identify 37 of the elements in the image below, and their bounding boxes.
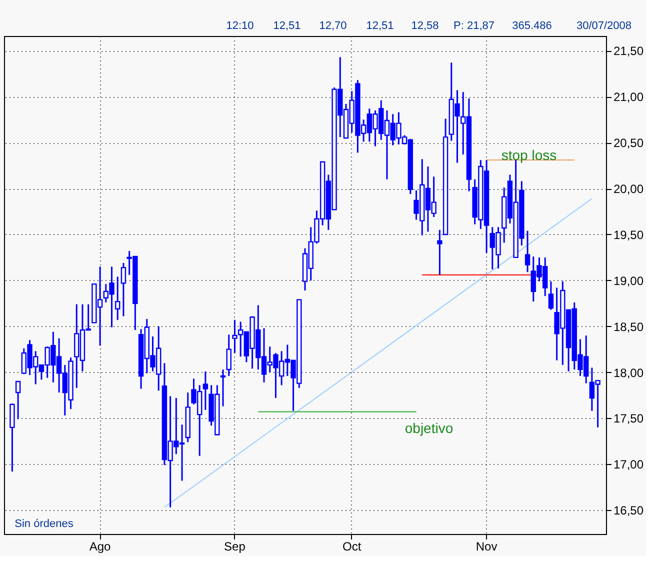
text: 365.486	[512, 20, 552, 32]
y-tick-label: 18,00	[614, 366, 644, 380]
candlestick	[202, 370, 208, 411]
y-tick-label: 20,50	[614, 136, 644, 150]
candlestick	[120, 262, 126, 317]
text: 12:10	[226, 20, 254, 32]
candlestick	[437, 229, 442, 276]
y-tick-label: 17,50	[614, 412, 644, 426]
y-tick-label: 21,00	[614, 90, 644, 104]
candlestick	[232, 319, 238, 354]
text: P: 21,87	[454, 20, 494, 32]
x-tick-label: Nov	[476, 540, 498, 554]
annotation: stop loss	[501, 147, 557, 163]
y-tick-label: 17,00	[614, 458, 644, 472]
y-tick-label: 18,50	[614, 320, 644, 334]
candlestick	[15, 380, 21, 420]
text: 12,51	[273, 20, 301, 32]
text: 12,58	[411, 20, 439, 32]
x-tick-label: Oct	[342, 540, 362, 554]
candlestick	[226, 334, 232, 377]
text: 12,70	[319, 20, 347, 32]
candlestick	[548, 280, 554, 311]
annotation: objetivo	[404, 420, 454, 436]
candlestick	[115, 276, 120, 321]
text: 30/07/2008	[576, 20, 632, 32]
text: 12,51	[366, 20, 394, 32]
y-tick-label: 19,00	[614, 274, 644, 288]
y-tick-label: 20,00	[614, 182, 644, 196]
annotation: Sin órdenes	[14, 518, 74, 530]
x-tick-label: Sep	[224, 540, 246, 554]
y-tick-label: 16,50	[614, 504, 644, 518]
x-tick-label: Ago	[89, 540, 112, 554]
candlestick	[524, 230, 530, 273]
candlestick	[10, 402, 15, 472]
y-tick-label: 19,50	[614, 228, 644, 242]
candlestick	[220, 368, 226, 408]
y-tick-label: 21,50	[614, 44, 644, 58]
